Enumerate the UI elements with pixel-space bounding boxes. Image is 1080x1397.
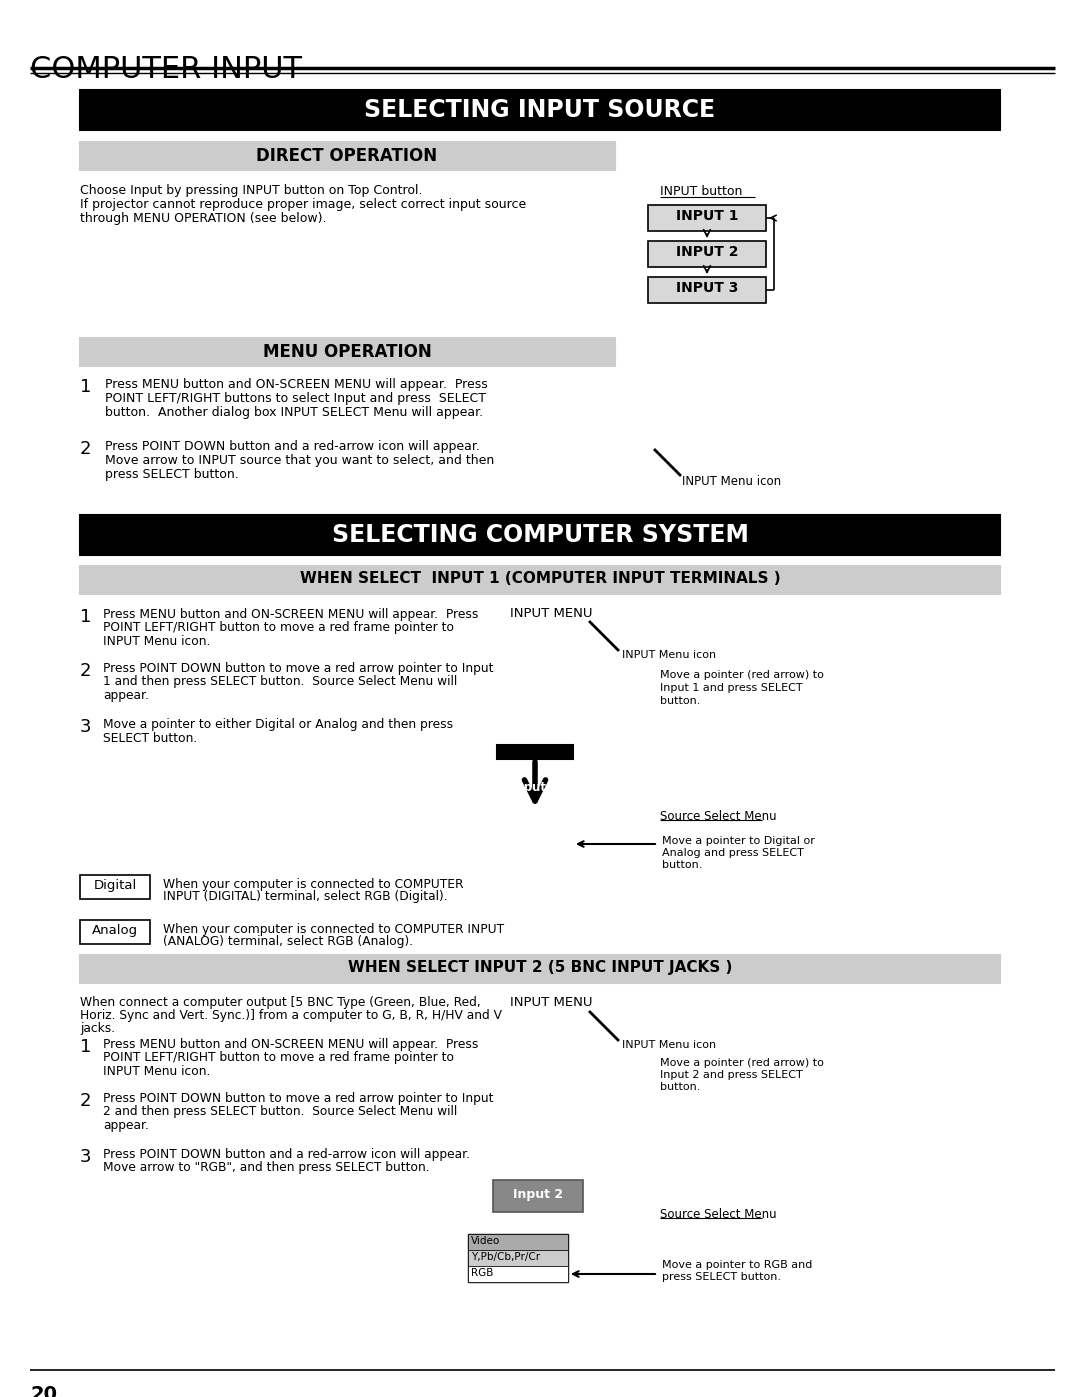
Text: When your computer is connected to COMPUTER INPUT: When your computer is connected to COMPU… xyxy=(163,923,504,936)
Text: INPUT (DIGITAL) terminal, select RGB (Digital).: INPUT (DIGITAL) terminal, select RGB (Di… xyxy=(163,890,447,902)
Text: INPUT 3: INPUT 3 xyxy=(676,281,739,295)
Text: Y,Pb/Cb,Pr/Cr: Y,Pb/Cb,Pr/Cr xyxy=(471,1252,540,1261)
Text: SELECTING COMPUTER SYSTEM: SELECTING COMPUTER SYSTEM xyxy=(332,522,748,548)
Bar xyxy=(648,242,766,267)
Text: 1: 1 xyxy=(80,1038,92,1056)
Text: INPUT Menu icon: INPUT Menu icon xyxy=(622,650,716,659)
Text: 2 and then press SELECT button.  Source Select Menu will: 2 and then press SELECT button. Source S… xyxy=(103,1105,457,1119)
Text: When connect a computer output [5 BNC Type (Green, Blue, Red,: When connect a computer output [5 BNC Ty… xyxy=(80,996,481,1009)
Text: 2: 2 xyxy=(80,662,92,680)
Bar xyxy=(497,745,573,759)
Text: RGB: RGB xyxy=(471,1268,494,1278)
Text: 1 and then press SELECT button.  Source Select Menu will: 1 and then press SELECT button. Source S… xyxy=(103,676,457,689)
Text: Move arrow to "RGB", and then press SELECT button.: Move arrow to "RGB", and then press SELE… xyxy=(103,1161,430,1175)
Text: 1: 1 xyxy=(80,379,92,395)
Bar xyxy=(80,875,150,900)
Text: appear.: appear. xyxy=(103,1119,149,1132)
Text: Analog and press SELECT: Analog and press SELECT xyxy=(662,848,804,858)
Bar xyxy=(80,956,1000,983)
Text: press SELECT button.: press SELECT button. xyxy=(662,1273,781,1282)
Text: DIRECT OPERATION: DIRECT OPERATION xyxy=(256,147,437,165)
Bar xyxy=(468,1234,568,1282)
Bar xyxy=(80,921,150,944)
Text: Input 1: Input 1 xyxy=(511,781,558,793)
Text: SELECT button.: SELECT button. xyxy=(103,732,198,745)
Text: button.: button. xyxy=(660,696,700,705)
Text: 2: 2 xyxy=(80,440,92,458)
Text: Choose Input by pressing INPUT button on Top Control.: Choose Input by pressing INPUT button on… xyxy=(80,184,422,197)
Text: Press MENU button and ON-SCREEN MENU will appear.  Press: Press MENU button and ON-SCREEN MENU wil… xyxy=(105,379,488,391)
Text: Analog: Analog xyxy=(92,923,138,937)
Text: Horiz. Sync and Vert. Sync.)] from a computer to G, B, R, H/HV and V: Horiz. Sync and Vert. Sync.)] from a com… xyxy=(80,1009,502,1023)
Text: INPUT Menu icon: INPUT Menu icon xyxy=(681,475,781,488)
Text: INPUT button: INPUT button xyxy=(660,184,742,198)
Text: SELECTING INPUT SOURCE: SELECTING INPUT SOURCE xyxy=(364,98,716,122)
Text: Move a pointer to RGB and: Move a pointer to RGB and xyxy=(662,1260,812,1270)
Text: POINT LEFT/RIGHT buttons to select Input and press  SELECT: POINT LEFT/RIGHT buttons to select Input… xyxy=(105,393,486,405)
Bar xyxy=(648,277,766,303)
Text: COMPUTER INPUT: COMPUTER INPUT xyxy=(30,54,302,84)
Text: INPUT 1: INPUT 1 xyxy=(676,210,739,224)
Text: Press POINT DOWN button and a red-arrow icon will appear.: Press POINT DOWN button and a red-arrow … xyxy=(103,1148,470,1161)
Text: INPUT 2: INPUT 2 xyxy=(676,244,739,258)
Text: Press MENU button and ON-SCREEN MENU will appear.  Press: Press MENU button and ON-SCREEN MENU wil… xyxy=(103,1038,478,1051)
Bar xyxy=(80,566,1000,594)
Text: button.  Another dialog box INPUT SELECT Menu will appear.: button. Another dialog box INPUT SELECT … xyxy=(105,407,483,419)
Text: Move a pointer (red arrow) to: Move a pointer (red arrow) to xyxy=(660,671,824,680)
Text: 3: 3 xyxy=(80,1148,92,1166)
Text: When your computer is connected to COMPUTER: When your computer is connected to COMPU… xyxy=(163,877,463,891)
Text: (ANALOG) terminal, select RGB (Analog).: (ANALOG) terminal, select RGB (Analog). xyxy=(163,935,414,949)
Bar xyxy=(468,1266,568,1282)
Text: jacks.: jacks. xyxy=(80,1023,116,1035)
Text: INPUT Menu icon.: INPUT Menu icon. xyxy=(103,636,211,648)
Text: Move a pointer (red arrow) to: Move a pointer (red arrow) to xyxy=(660,1058,824,1067)
Text: Digital: Digital xyxy=(93,879,137,893)
Text: If projector cannot reproduce proper image, select correct input source: If projector cannot reproduce proper ima… xyxy=(80,198,526,211)
Text: Press POINT DOWN button to move a red arrow pointer to Input: Press POINT DOWN button to move a red ar… xyxy=(103,662,494,675)
Text: Input 1 and press SELECT: Input 1 and press SELECT xyxy=(660,683,802,693)
Text: Press POINT DOWN button to move a red arrow pointer to Input: Press POINT DOWN button to move a red ar… xyxy=(103,1092,494,1105)
Text: Press POINT DOWN button and a red-arrow icon will appear.: Press POINT DOWN button and a red-arrow … xyxy=(105,440,480,453)
Text: button.: button. xyxy=(660,1083,700,1092)
Bar xyxy=(492,1180,583,1213)
Bar xyxy=(80,89,1000,130)
Text: INPUT MENU: INPUT MENU xyxy=(510,996,593,1009)
Text: button.: button. xyxy=(662,861,702,870)
Text: Move a pointer to Digital or: Move a pointer to Digital or xyxy=(662,835,815,847)
Text: Input 2 and press SELECT: Input 2 and press SELECT xyxy=(660,1070,802,1080)
Text: INPUT Menu icon: INPUT Menu icon xyxy=(622,1039,716,1051)
Text: INPUT MENU: INPUT MENU xyxy=(510,608,593,620)
Text: Move arrow to INPUT source that you want to select, and then: Move arrow to INPUT source that you want… xyxy=(105,454,495,467)
Bar xyxy=(80,142,615,170)
Text: Press MENU button and ON-SCREEN MENU will appear.  Press: Press MENU button and ON-SCREEN MENU wil… xyxy=(103,608,478,622)
Text: POINT LEFT/RIGHT button to move a red frame pointer to: POINT LEFT/RIGHT button to move a red fr… xyxy=(103,1052,454,1065)
Bar xyxy=(648,205,766,231)
Bar xyxy=(468,1234,568,1250)
Text: Move a pointer to either Digital or Analog and then press: Move a pointer to either Digital or Anal… xyxy=(103,718,454,731)
Text: 20: 20 xyxy=(30,1384,57,1397)
Text: through MENU OPERATION (see below).: through MENU OPERATION (see below). xyxy=(80,212,326,225)
Text: 1: 1 xyxy=(80,608,92,626)
Text: INPUT Menu icon.: INPUT Menu icon. xyxy=(103,1065,211,1078)
Bar xyxy=(80,338,615,366)
Text: WHEN SELECT  INPUT 1 (COMPUTER INPUT TERMINALS ): WHEN SELECT INPUT 1 (COMPUTER INPUT TERM… xyxy=(299,571,781,585)
Text: Video: Video xyxy=(471,1236,500,1246)
Text: Input 2: Input 2 xyxy=(513,1187,563,1201)
Text: MENU OPERATION: MENU OPERATION xyxy=(262,344,431,360)
Text: press SELECT button.: press SELECT button. xyxy=(105,468,239,481)
Bar xyxy=(80,515,1000,555)
Text: Source Select Menu: Source Select Menu xyxy=(660,1208,777,1221)
Text: Source Select Menu: Source Select Menu xyxy=(660,810,777,823)
Text: POINT LEFT/RIGHT button to move a red frame pointer to: POINT LEFT/RIGHT button to move a red fr… xyxy=(103,622,454,634)
Text: appear.: appear. xyxy=(103,689,149,703)
Text: 2: 2 xyxy=(80,1092,92,1111)
Text: WHEN SELECT INPUT 2 (5 BNC INPUT JACKS ): WHEN SELECT INPUT 2 (5 BNC INPUT JACKS ) xyxy=(348,960,732,975)
Text: 3: 3 xyxy=(80,718,92,736)
Bar xyxy=(468,1250,568,1266)
